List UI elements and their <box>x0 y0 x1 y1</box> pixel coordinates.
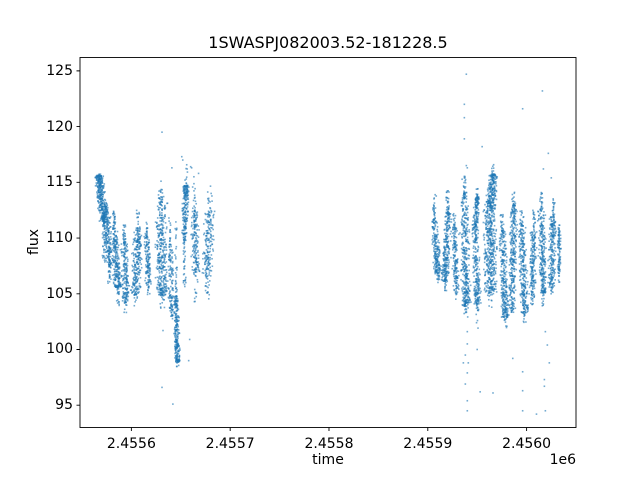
x-tick-label: 2.4559 <box>403 436 453 452</box>
y-tick-label: 100 <box>46 341 73 358</box>
y-tick-label: 125 <box>46 62 73 79</box>
y-tick-label: 115 <box>46 174 73 191</box>
x-tick-label: 2.4556 <box>106 436 156 452</box>
y-tick-label: 110 <box>46 230 73 247</box>
chart-title: 1SWASPJ082003.52-181228.5 <box>208 33 448 52</box>
x-tick-label: 2.4557 <box>205 436 255 452</box>
y-tick-label: 95 <box>55 397 73 414</box>
x-tick-label: 2.4558 <box>304 436 354 452</box>
x-axis-label: time <box>312 452 344 468</box>
y-tick-label: 120 <box>46 118 73 135</box>
y-tick-label: 105 <box>46 285 73 302</box>
x-tick-label: 2.4560 <box>502 436 552 452</box>
x-axis-offset-label: 1e6 <box>549 452 576 468</box>
